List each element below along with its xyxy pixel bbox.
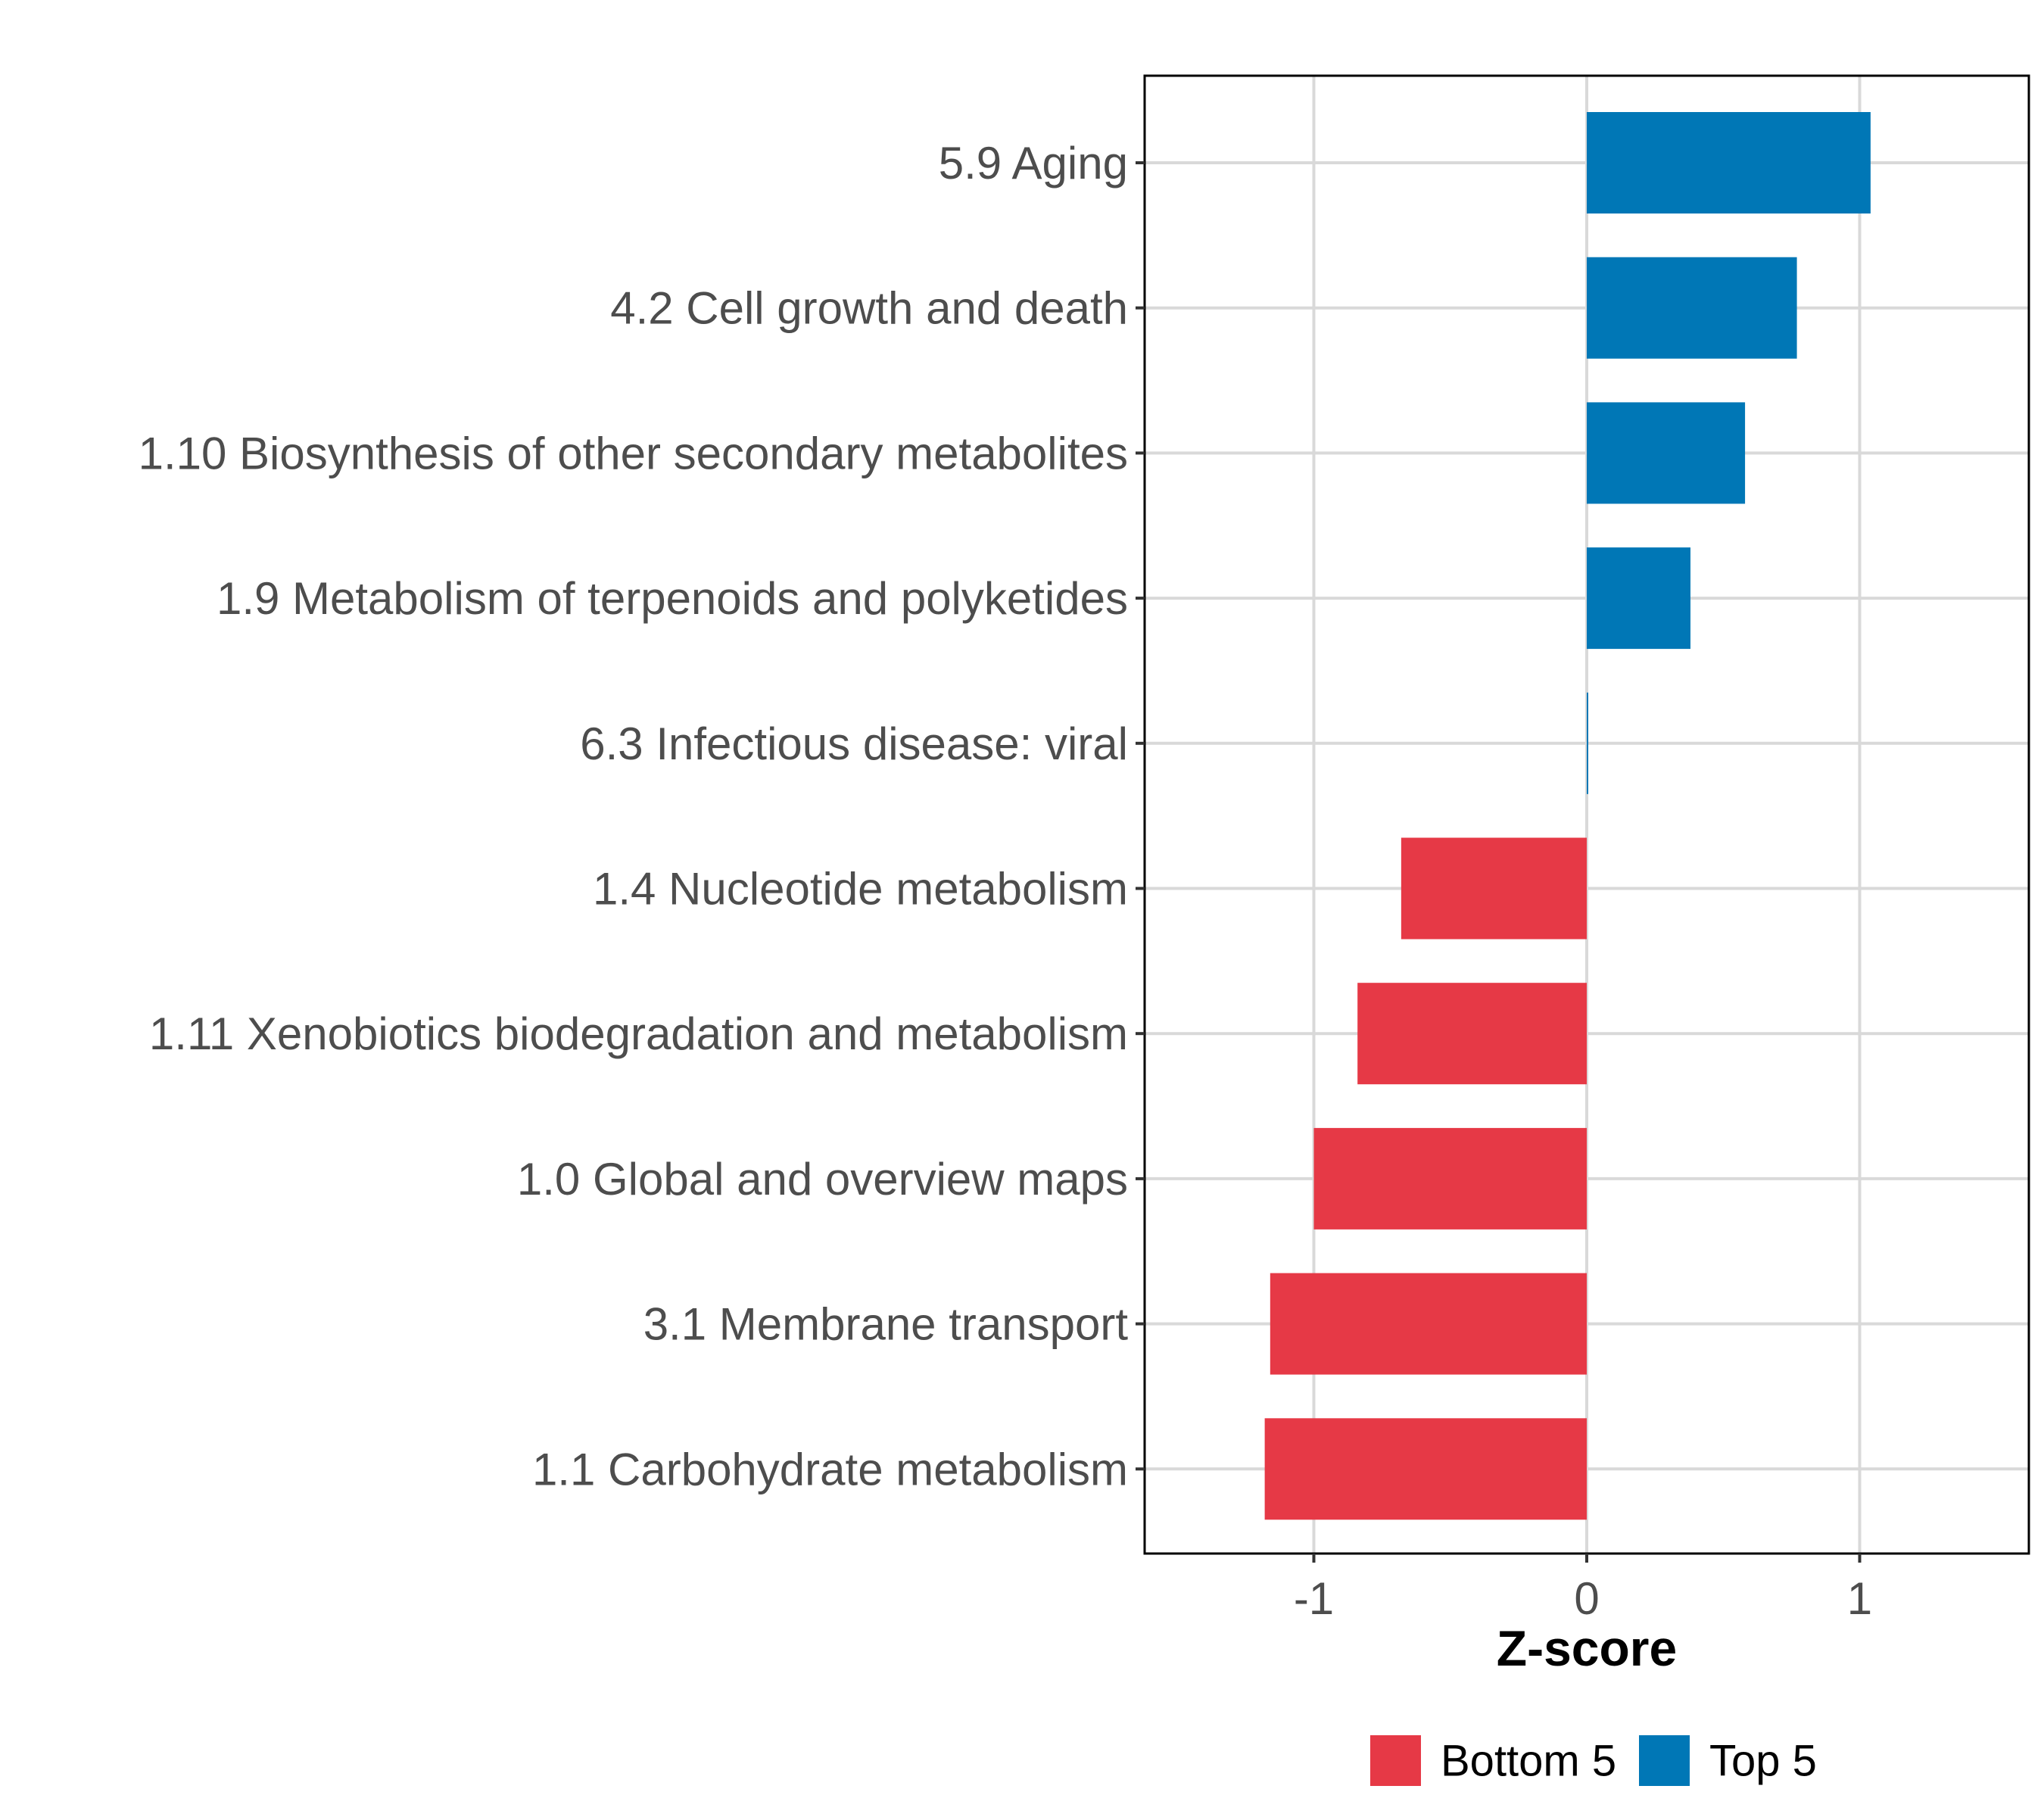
y-tick-label: 1.0 Global and overview maps — [517, 1154, 1128, 1205]
bar-10 — [1264, 1418, 1587, 1520]
legend-swatch — [1370, 1735, 1421, 1786]
y-tick-label: 1.4 Nucleotide metabolism — [593, 864, 1128, 915]
bars — [1264, 112, 1871, 1520]
y-tick-label: 1.9 Metabolism of terpenoids and polyket… — [217, 573, 1128, 624]
x-tick-label: 0 — [1574, 1573, 1599, 1624]
legend-label: Top 5 — [1709, 1737, 1817, 1786]
y-tick-label: 6.3 Infectious disease: viral — [580, 718, 1128, 769]
y-tick-label: 1.11 Xenobiotics biodegradation and meta… — [149, 1008, 1128, 1059]
y-axis-ticks: 5.9 Aging 4.2 Cell growth and death 1.10 B… — [139, 138, 1145, 1494]
bar-3 — [1587, 402, 1746, 504]
bar-1 — [1587, 112, 1871, 213]
bar-6 — [1401, 837, 1587, 940]
y-tick-label: 1.10 Biosynthesis of other secondary met… — [139, 428, 1128, 478]
y-tick-label: 5.9 Aging — [939, 138, 1128, 189]
bar-9 — [1270, 1273, 1587, 1375]
bar-5 — [1587, 692, 1588, 794]
y-tick-label: 1.1 Carbohydrate metabolism — [532, 1444, 1128, 1494]
bar-8 — [1313, 1127, 1587, 1230]
legend-label: Bottom 5 — [1441, 1737, 1616, 1786]
legend-swatch — [1639, 1735, 1690, 1786]
bar-4 — [1587, 547, 1690, 650]
y-tick-label: 4.2 Cell growth and death — [610, 283, 1128, 334]
bar-2 — [1587, 257, 1797, 359]
x-axis-ticks: -1 0 1 — [1294, 1554, 1872, 1624]
legend: Bottom 5 Top 5 — [1370, 1735, 1817, 1786]
x-tick-label: -1 — [1294, 1573, 1334, 1624]
y-tick-label: 3.1 Membrane transport — [643, 1299, 1129, 1350]
x-tick-label: 1 — [1847, 1573, 1872, 1624]
bar-7 — [1357, 983, 1587, 1085]
x-axis-title: Z-score — [1497, 1620, 1677, 1676]
